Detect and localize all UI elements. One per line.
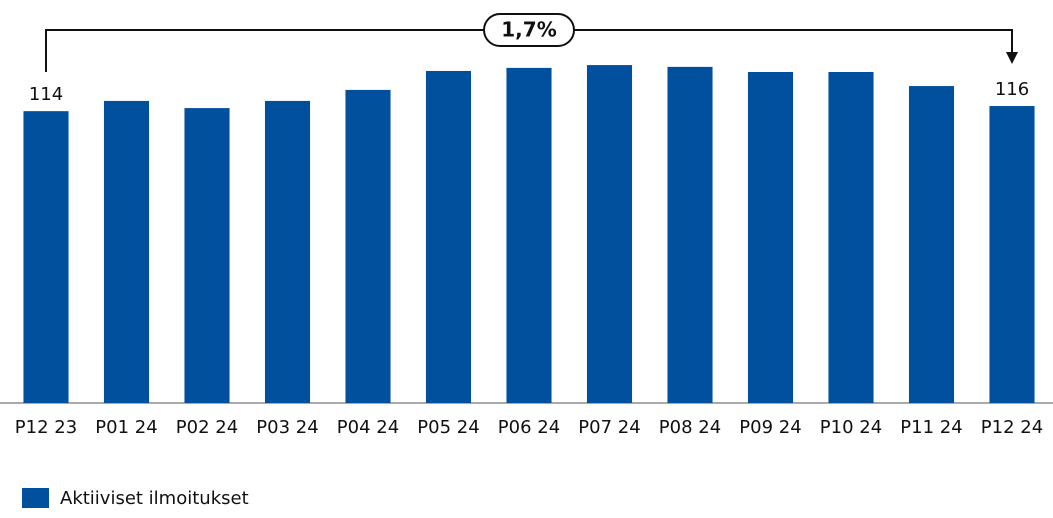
x-tick-label: P11 24 [900, 417, 962, 438]
bar [747, 71, 794, 403]
data-label: 114 [29, 84, 63, 105]
bracket-arrow [1006, 52, 1018, 64]
x-tick-label: P07 24 [578, 417, 640, 438]
bar [908, 86, 955, 404]
x-tick-label: P06 24 [498, 417, 560, 438]
bar [264, 100, 311, 404]
annotation: 1,7% [501, 18, 556, 42]
x-tick-label: P08 24 [659, 417, 721, 438]
bar [586, 65, 633, 403]
x-tick-label: P09 24 [739, 417, 801, 438]
x-tick-label: P12 23 [15, 417, 77, 438]
bar [828, 71, 874, 403]
x-tick-label: P04 24 [337, 417, 399, 438]
legend-swatch [22, 488, 49, 508]
bar [989, 106, 1035, 403]
x-tick-label: P12 24 [981, 417, 1043, 438]
x-tick-label: P01 24 [95, 417, 157, 438]
x-tick-label: P10 24 [820, 417, 882, 438]
bar [506, 67, 552, 403]
x-tick-label: P03 24 [256, 417, 318, 438]
bar [23, 111, 69, 403]
legend-label: Aktiiviset ilmoitukset [60, 488, 249, 509]
bar [667, 66, 713, 403]
annotation-oval [483, 13, 575, 47]
x-tick-label: P05 24 [417, 417, 479, 438]
bar [345, 89, 391, 404]
bar [103, 100, 150, 404]
bar [425, 70, 472, 403]
x-tick-label: P02 24 [176, 417, 238, 438]
bar [184, 108, 230, 403]
data-label: 116 [995, 79, 1029, 100]
